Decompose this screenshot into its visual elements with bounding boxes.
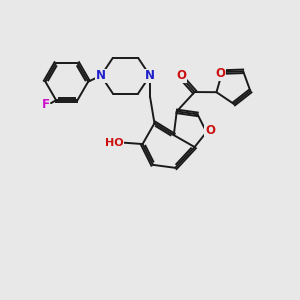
Text: O: O: [216, 67, 226, 80]
Text: O: O: [176, 69, 186, 82]
Text: HO: HO: [105, 138, 124, 148]
Text: F: F: [42, 98, 50, 111]
Text: N: N: [96, 69, 106, 82]
Text: O: O: [205, 124, 215, 137]
Text: N: N: [145, 69, 155, 82]
